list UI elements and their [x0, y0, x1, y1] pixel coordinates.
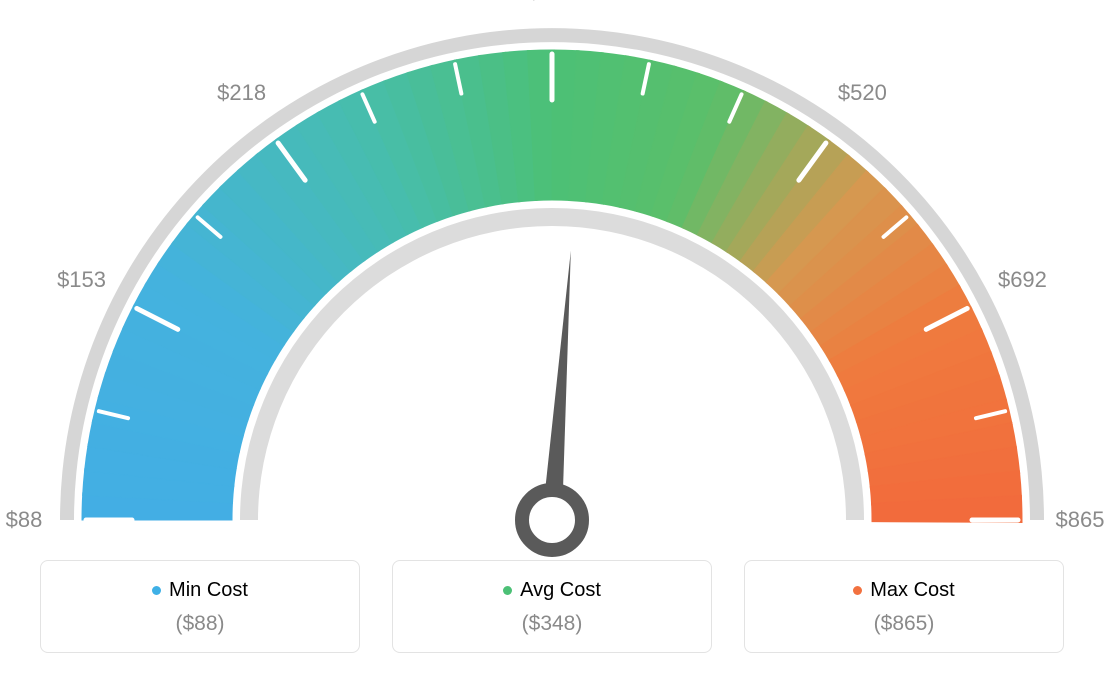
legend-card-avg: Avg Cost ($348) [392, 560, 712, 653]
legend-title-max: Max Cost [853, 579, 954, 602]
cost-gauge-infographic: $88 $153 $218 $348 $520 $692 $865 Min Cost ($8… [0, 0, 1104, 690]
legend-card-min: Min Cost ($88) [40, 560, 360, 653]
gauge-tick-label: $865 [1056, 507, 1104, 533]
gauge-tick-label: $153 [57, 267, 106, 293]
legend-value-avg: ($348) [403, 612, 701, 636]
legend-value-max: ($865) [755, 612, 1053, 636]
gauge-tick-label: $520 [838, 80, 887, 106]
legend-label-avg: Avg Cost [520, 579, 601, 602]
legend-title-avg: Avg Cost [503, 579, 601, 602]
legend-dot-max [853, 586, 862, 595]
gauge-tick-label: $692 [998, 267, 1047, 293]
legend-title-min: Min Cost [152, 579, 248, 602]
gauge-svg [0, 0, 1104, 560]
legend-dot-min [152, 586, 161, 595]
gauge-tick-label: $348 [528, 0, 577, 5]
gauge-area: $88 $153 $218 $348 $520 $692 $865 [0, 0, 1104, 560]
legend-card-max: Max Cost ($865) [744, 560, 1064, 653]
legend-label-max: Max Cost [870, 579, 954, 602]
gauge-tick-label: $218 [217, 80, 266, 106]
legend-dot-avg [503, 586, 512, 595]
gauge-tick-label: $88 [6, 507, 43, 533]
legend-label-min: Min Cost [169, 579, 248, 602]
legend-row: Min Cost ($88) Avg Cost ($348) Max Cost … [0, 560, 1104, 653]
legend-value-min: ($88) [51, 612, 349, 636]
